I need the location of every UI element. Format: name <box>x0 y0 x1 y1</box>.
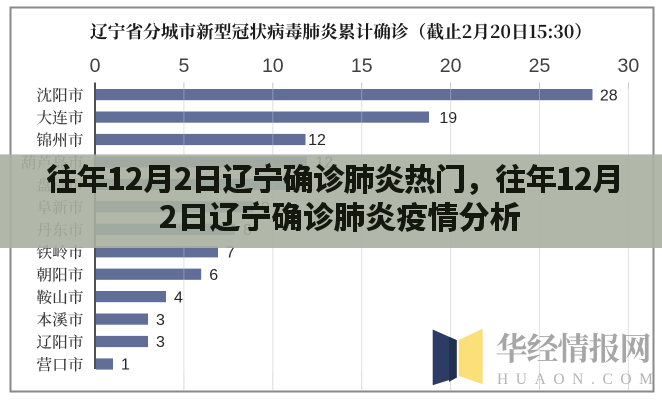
svg-text:7: 7 <box>226 244 235 261</box>
svg-text:3: 3 <box>156 312 165 329</box>
svg-text:10: 10 <box>262 55 284 77</box>
svg-text:20: 20 <box>440 55 462 77</box>
svg-text:4: 4 <box>174 289 183 306</box>
svg-text:HUAON.COM: HUAON.COM <box>497 371 661 388</box>
svg-text:5: 5 <box>178 55 189 77</box>
svg-text:0: 0 <box>90 55 101 77</box>
svg-text:19: 19 <box>439 110 457 127</box>
svg-text:6: 6 <box>209 267 218 284</box>
svg-text:12: 12 <box>308 132 326 149</box>
svg-text:28: 28 <box>600 87 618 104</box>
svg-text:15: 15 <box>351 55 373 77</box>
svg-text:30: 30 <box>618 55 640 77</box>
svg-text:1: 1 <box>121 357 130 374</box>
svg-text:3: 3 <box>156 334 165 351</box>
svg-text:25: 25 <box>529 55 551 77</box>
